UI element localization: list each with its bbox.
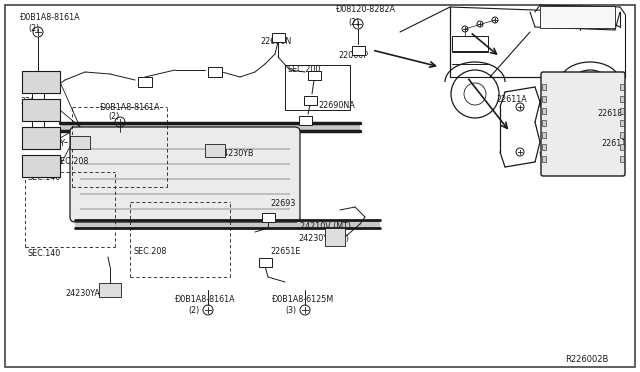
Bar bbox=[138, 77, 152, 87]
Text: (2): (2) bbox=[108, 112, 119, 121]
Bar bbox=[452, 36, 488, 51]
Bar bbox=[542, 156, 546, 162]
Bar bbox=[298, 115, 312, 125]
Bar bbox=[285, 65, 350, 110]
Bar bbox=[542, 144, 546, 150]
Text: Ð08120-8282A: Ð08120-8282A bbox=[336, 6, 396, 15]
Text: 22690NA: 22690NA bbox=[318, 102, 355, 110]
Text: Ð0B1A8-8161A: Ð0B1A8-8161A bbox=[100, 103, 161, 112]
Bar bbox=[205, 144, 225, 157]
Bar bbox=[325, 228, 345, 246]
Text: 22060P: 22060P bbox=[338, 51, 368, 61]
Text: 22693: 22693 bbox=[270, 199, 296, 208]
FancyBboxPatch shape bbox=[70, 127, 300, 222]
Text: 22651E: 22651E bbox=[270, 247, 300, 257]
Text: Ð0B1A8-6125M: Ð0B1A8-6125M bbox=[272, 295, 334, 305]
Text: (2): (2) bbox=[28, 23, 39, 32]
Bar bbox=[620, 144, 624, 150]
Bar bbox=[22, 155, 60, 177]
Text: SEC.208: SEC.208 bbox=[55, 157, 88, 167]
Text: R226002B: R226002B bbox=[565, 356, 609, 365]
Text: SEC.208: SEC.208 bbox=[133, 247, 166, 257]
Text: Ð0B1A8-8161A: Ð0B1A8-8161A bbox=[175, 295, 236, 305]
Bar bbox=[32, 119, 44, 128]
Text: 22693: 22693 bbox=[20, 97, 45, 106]
Bar bbox=[542, 120, 546, 126]
Bar bbox=[271, 32, 285, 42]
Bar bbox=[620, 96, 624, 102]
Text: 24230YC(AT): 24230YC(AT) bbox=[298, 234, 349, 244]
Text: 22611: 22611 bbox=[601, 140, 627, 148]
Bar bbox=[303, 96, 317, 105]
Bar bbox=[540, 6, 615, 28]
Bar bbox=[259, 257, 271, 266]
Text: Ð0B1A8-8161A: Ð0B1A8-8161A bbox=[20, 13, 81, 22]
Text: SEC.140: SEC.140 bbox=[28, 250, 61, 259]
Text: SEC.140: SEC.140 bbox=[28, 173, 61, 182]
Text: 24230YA: 24230YA bbox=[65, 289, 100, 298]
Text: 24210V (MT): 24210V (MT) bbox=[300, 222, 351, 231]
Text: 22611A: 22611A bbox=[496, 96, 527, 105]
Bar bbox=[542, 132, 546, 138]
Bar bbox=[208, 67, 222, 77]
Bar bbox=[542, 84, 546, 90]
Text: (2): (2) bbox=[348, 17, 359, 26]
Text: (2): (2) bbox=[188, 305, 199, 314]
Bar bbox=[620, 156, 624, 162]
Text: 24230YB: 24230YB bbox=[218, 150, 253, 158]
Bar bbox=[60, 123, 360, 131]
FancyBboxPatch shape bbox=[541, 72, 625, 176]
Bar bbox=[620, 108, 624, 114]
Bar bbox=[542, 96, 546, 102]
Bar bbox=[307, 71, 321, 80]
Bar bbox=[32, 90, 44, 99]
Bar bbox=[620, 132, 624, 138]
Bar bbox=[351, 45, 365, 55]
Text: (3): (3) bbox=[285, 305, 296, 314]
Bar bbox=[262, 212, 275, 221]
Bar bbox=[620, 84, 624, 90]
Bar bbox=[22, 99, 60, 121]
Bar bbox=[75, 220, 380, 228]
Text: 22690N: 22690N bbox=[260, 38, 291, 46]
Bar bbox=[542, 108, 546, 114]
Bar bbox=[99, 283, 121, 297]
Bar bbox=[22, 71, 60, 93]
Bar bbox=[620, 120, 624, 126]
Text: 22618: 22618 bbox=[597, 109, 622, 119]
Bar bbox=[22, 127, 60, 149]
Text: SEC.200: SEC.200 bbox=[287, 64, 321, 74]
Bar bbox=[70, 135, 90, 148]
Text: 24230Y: 24230Y bbox=[35, 140, 65, 148]
